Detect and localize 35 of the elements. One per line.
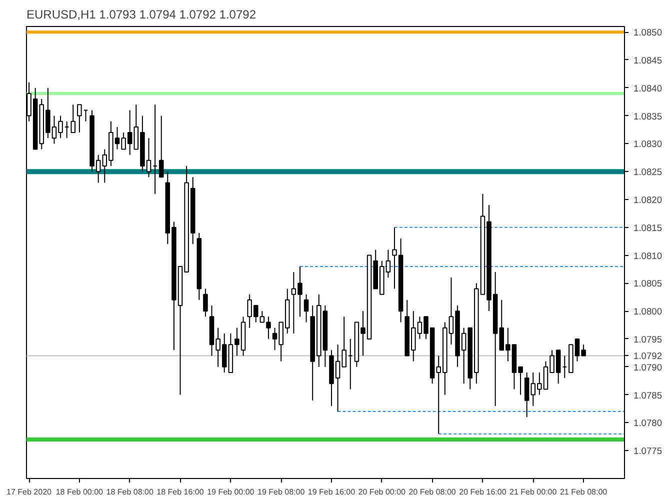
- y-tick-label: 1.0805: [634, 278, 662, 289]
- x-tick-label: 20 Feb 08:00: [408, 488, 456, 496]
- x-tick-label: 18 Feb 00:00: [56, 488, 104, 496]
- x-tick-label: 17 Feb 2020: [6, 488, 52, 496]
- x-tick-label: 18 Feb 16:00: [156, 488, 204, 496]
- x-tick-label: 20 Feb 16:00: [459, 488, 507, 496]
- x-tick-label: 20 Feb 00:00: [358, 488, 406, 496]
- y-tick-label: 1.0790: [634, 362, 662, 372]
- x-tick-label: 19 Feb 08:00: [258, 488, 306, 496]
- y-tick-label: 1.0820: [634, 194, 662, 205]
- candlestick: [70, 104, 76, 134]
- y-tick-label: 1.0785: [634, 390, 662, 400]
- y-tick-label: 1.0815: [634, 222, 662, 233]
- y-tick-label: 1.0800: [634, 306, 662, 317]
- chart-title: EURUSD,H1 1.0793 1.0794 1.0792 1.0792: [26, 8, 256, 22]
- candlestick: [158, 115, 164, 178]
- x-tick-label: 18 Feb 08:00: [106, 488, 154, 496]
- ref-line-label: 1.0850: [634, 28, 662, 38]
- candlestick: [77, 104, 82, 134]
- candlestick: [203, 288, 208, 318]
- ref-line-label: 1.0792: [634, 351, 662, 362]
- y-tick-label: 1.0810: [634, 250, 662, 261]
- x-tick-label: 21 Feb 00:00: [510, 488, 558, 496]
- y-tick-label: 1.0840: [634, 83, 662, 94]
- y-tick-label: 1.0845: [634, 55, 662, 66]
- x-tick-label: 21 Feb 08:00: [560, 488, 608, 496]
- y-tick-label: 1.0830: [634, 139, 662, 150]
- candlestick: [304, 294, 309, 323]
- x-tick-label: 19 Feb 16:00: [308, 488, 356, 496]
- y-tick-label: 1.0775: [634, 446, 662, 456]
- y-tick-label: 1.0780: [634, 418, 662, 428]
- x-tick-label: 19 Feb 00:00: [207, 488, 255, 496]
- y-tick-label: 1.0835: [634, 111, 662, 122]
- y-tick-label: 1.0795: [634, 334, 662, 344]
- y-tick-label: 1.0825: [634, 167, 662, 178]
